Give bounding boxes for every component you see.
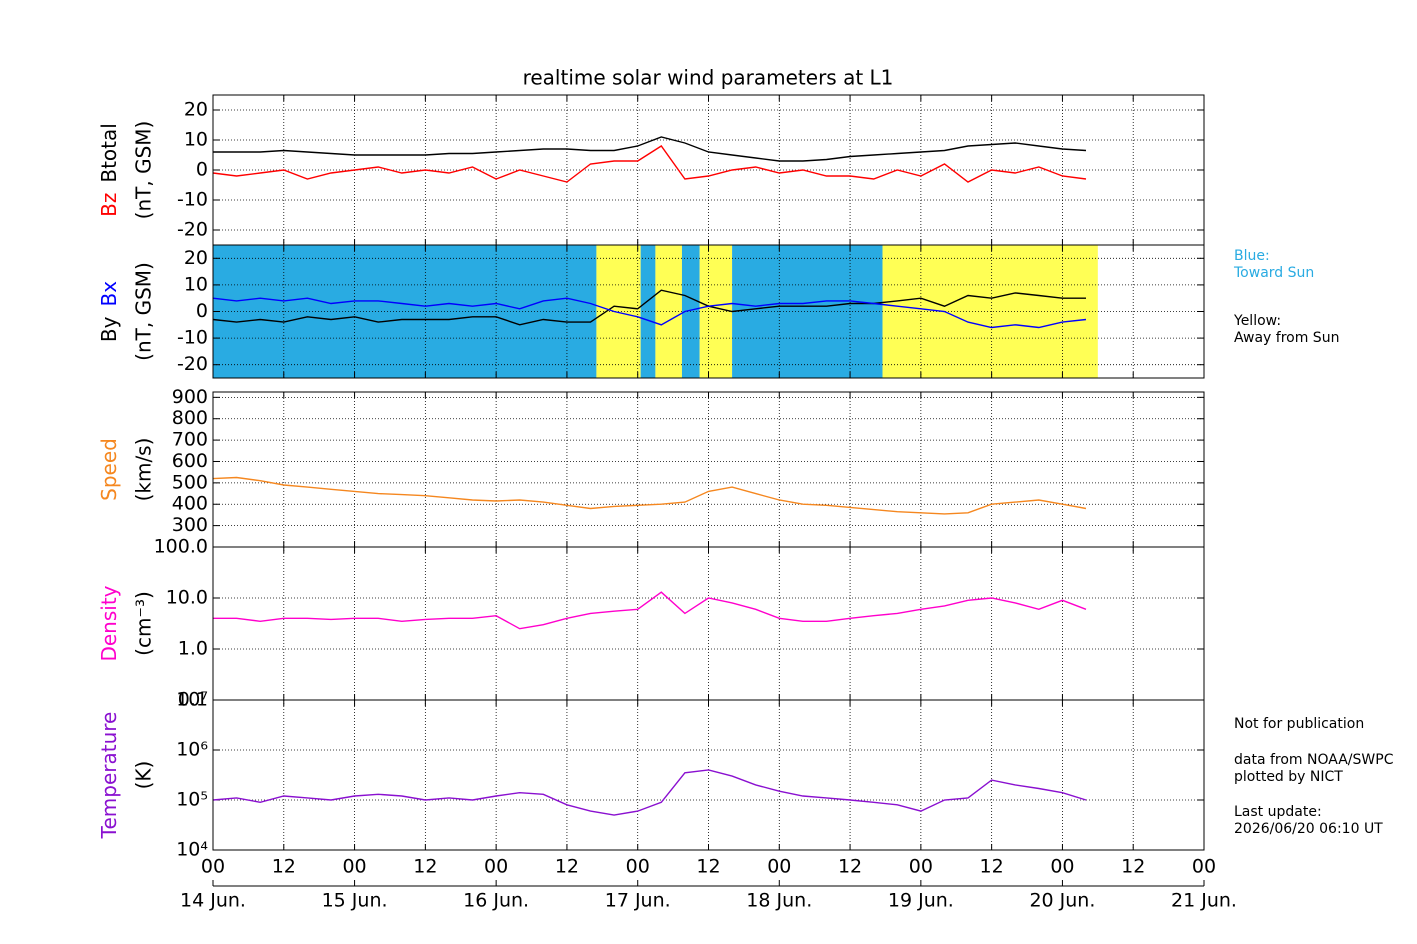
y-tick-label: 300 (172, 514, 208, 536)
x-tick-label: 12 (980, 856, 1004, 878)
x-tick-label: 12 (696, 856, 720, 878)
date-label: 20 Jun. (1029, 890, 1095, 912)
series-name: Bx (97, 281, 121, 307)
date-label: 19 Jun. (888, 890, 954, 912)
note: 2026/06/20 06:10 UT (1234, 821, 1383, 837)
y-tick-label: 10 (184, 273, 208, 295)
chart-title: realtime solar wind parameters at L1 (523, 66, 894, 90)
panel-frame (212, 546, 1205, 701)
sector (699, 245, 733, 378)
y-tick-label: 20 (184, 247, 208, 269)
x-tick-label: 00 (909, 856, 933, 878)
series-name: Speed (97, 438, 121, 501)
series-name: Btotal (97, 123, 121, 182)
y-label: Speed (97, 438, 121, 501)
y-label: Temperature (97, 712, 121, 840)
series-line (212, 297, 1087, 329)
y-tick-label: -20 (177, 219, 208, 241)
note: Not for publication (1234, 716, 1364, 732)
panel-frame (212, 244, 1205, 379)
series-line (213, 591, 1087, 630)
x-tick-label: 00 (342, 856, 366, 878)
x-tick-label: 12 (555, 856, 579, 878)
series-name: By (97, 316, 121, 342)
y-tick-label: 20 (184, 99, 208, 121)
date-label: 18 Jun. (746, 890, 812, 912)
x-tick-label: 00 (1192, 856, 1216, 878)
x-tick-label: 12 (413, 856, 437, 878)
y-tick-label: 10⁷ (176, 689, 208, 711)
panel-frame (212, 391, 1205, 548)
x-tick-label: 12 (272, 856, 296, 878)
y-label: By Bx (97, 281, 121, 342)
y-tick-label: 10⁴ (176, 839, 208, 861)
x-tick-label: 00 (201, 856, 225, 878)
sector (655, 245, 682, 378)
legend-text: Away from Sun (1234, 330, 1339, 346)
legend-title: Blue: (1234, 248, 1270, 264)
x-tick-label: 12 (838, 856, 862, 878)
series-line (212, 476, 1087, 515)
y-tick-label: 600 (172, 450, 208, 472)
legend-text: Toward Sun (1233, 265, 1314, 281)
y-label: (km/s) (132, 438, 156, 502)
y-tick-label: 0 (196, 159, 208, 181)
series-line (212, 289, 1086, 326)
y-tick-label: 10 (184, 129, 208, 151)
y-tick-label: -10 (177, 327, 208, 349)
x-tick-label: 12 (1121, 856, 1145, 878)
date-label: 21 Jun. (1171, 890, 1237, 912)
series-line (212, 769, 1087, 816)
y-tick-label: 10⁶ (176, 739, 208, 761)
x-tick-label: 00 (1050, 856, 1074, 878)
y-tick-label: 10⁵ (176, 789, 208, 811)
y-label: (cm⁻³) (132, 591, 156, 656)
y-tick-label: 500 (172, 471, 208, 493)
y-tick-label: 0.1 (178, 689, 208, 711)
y-label: Bz Btotal (97, 123, 121, 217)
y-tick-label: -10 (177, 189, 208, 211)
series-name: Bz (97, 193, 121, 217)
date-label: 15 Jun. (322, 890, 388, 912)
y-label: (nT, GSM) (132, 121, 156, 220)
series-name: Temperature (97, 712, 121, 840)
y-label: (K) (132, 761, 156, 790)
y-tick-label: 700 (172, 429, 208, 451)
y-tick-label: 10.0 (166, 587, 208, 609)
y-tick-label: 1.0 (178, 638, 208, 660)
note: data from NOAA/SWPC (1234, 752, 1394, 768)
series-line (213, 136, 1087, 162)
panel-frame (212, 699, 1205, 851)
y-tick-label: 900 (172, 386, 208, 408)
y-label: Density (97, 585, 121, 661)
y-tick-label: 100.0 (154, 536, 208, 558)
note: plotted by NICT (1234, 769, 1343, 785)
y-tick-label: 0 (196, 300, 208, 322)
date-label: 16 Jun. (463, 890, 529, 912)
date-label: 17 Jun. (605, 890, 671, 912)
date-label: 14 Jun. (180, 890, 246, 912)
y-tick-label: 400 (172, 493, 208, 515)
x-tick-label: 00 (767, 856, 791, 878)
note: Last update: (1234, 804, 1322, 820)
y-tick-label: 800 (172, 407, 208, 429)
x-tick-label: 00 (484, 856, 508, 878)
legend-title: Yellow: (1233, 313, 1281, 329)
y-label: (nT, GSM) (132, 262, 156, 361)
x-tick-label: 00 (626, 856, 650, 878)
y-tick-label: -20 (177, 353, 208, 375)
series-line (212, 145, 1087, 183)
series-name: Density (97, 585, 121, 661)
